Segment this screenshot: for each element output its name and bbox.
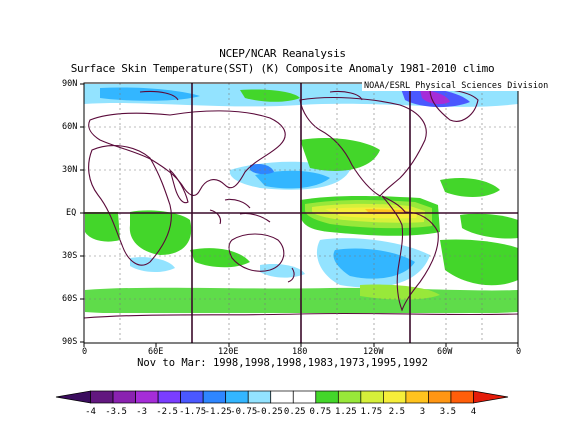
credit-label: NOAA/ESRL Physical Sciences Division xyxy=(362,81,551,91)
colorbar-label: -2.5 xyxy=(156,407,178,417)
colorbar-label: 1.75 xyxy=(361,407,383,417)
colorbar-label: -1.75 xyxy=(179,407,206,417)
colorbar-swatch xyxy=(405,390,429,404)
colorbar-swatch xyxy=(112,390,136,404)
colorbar-label: 0.75 xyxy=(309,407,331,417)
colorbar-swatch xyxy=(157,390,181,404)
colorbar-label: 2.5 xyxy=(389,407,405,417)
lat-label: 30N xyxy=(62,165,78,175)
colorbar-label: -3 xyxy=(136,407,147,417)
colorbar-swatch xyxy=(90,390,114,404)
colorbar-swatch xyxy=(337,390,362,404)
colorbar-swatch xyxy=(270,390,294,404)
colorbar-label: -4 xyxy=(85,407,96,417)
colorbar-swatch xyxy=(55,390,91,404)
lat-label: 90N xyxy=(62,79,78,89)
colorbar-label: -0.25 xyxy=(256,407,283,417)
lon-label: 60E xyxy=(148,347,164,357)
colorbar-swatch xyxy=(180,390,204,404)
colorbar-label: 3 xyxy=(420,407,425,417)
colorbar-label: 0.25 xyxy=(284,407,306,417)
colorbar-label: -1.25 xyxy=(205,407,232,417)
lon-label: 120W xyxy=(363,347,384,357)
colorbar-swatch xyxy=(360,390,384,404)
reference-lines xyxy=(84,83,518,343)
colorbar-swatch xyxy=(315,390,339,404)
caption: Nov to Mar: 1998,1998,1998,1983,1973,199… xyxy=(137,357,428,369)
chart-title: NCEP/NCAR Reanalysis xyxy=(219,47,346,60)
lon-label: 60W xyxy=(437,347,453,357)
colorbar-swatch xyxy=(428,390,452,404)
colorbar-swatch xyxy=(247,390,272,404)
colorbar-swatch xyxy=(450,390,474,404)
colorbar-label: -3.5 xyxy=(105,407,127,417)
lon-label: 120E xyxy=(218,347,239,357)
colorbar-swatch xyxy=(292,390,317,404)
colorbar-swatch xyxy=(383,390,407,404)
lat-label: 90S xyxy=(62,337,78,347)
colorbar-label: 1.25 xyxy=(335,407,357,417)
colorbar: -4 -3.5 -3 -2.5 -1.75-1.25-0.75-0.25 0.25 0.75… xyxy=(55,390,509,417)
colorbar-swatch xyxy=(202,390,227,404)
lat-label: 60N xyxy=(62,122,78,132)
colorbar-label: -0.75 xyxy=(230,407,257,417)
chart-subtitle: Surface Skin Temperature(SST) (K) Compos… xyxy=(70,62,495,75)
colorbar-label: 4 xyxy=(471,407,476,417)
colorbar-swatch xyxy=(225,390,249,404)
lon-label: 180 xyxy=(292,347,308,357)
lon-label: 0 xyxy=(82,347,88,357)
lat-label: 30S xyxy=(62,251,78,261)
lon-label: 0 xyxy=(516,347,522,357)
colorbar-swatch xyxy=(135,390,159,404)
lat-label: EQ xyxy=(66,208,77,218)
colorbar-label: 3.5 xyxy=(440,407,456,417)
lat-label: 60S xyxy=(62,294,78,304)
colorbar-swatch xyxy=(473,390,509,404)
